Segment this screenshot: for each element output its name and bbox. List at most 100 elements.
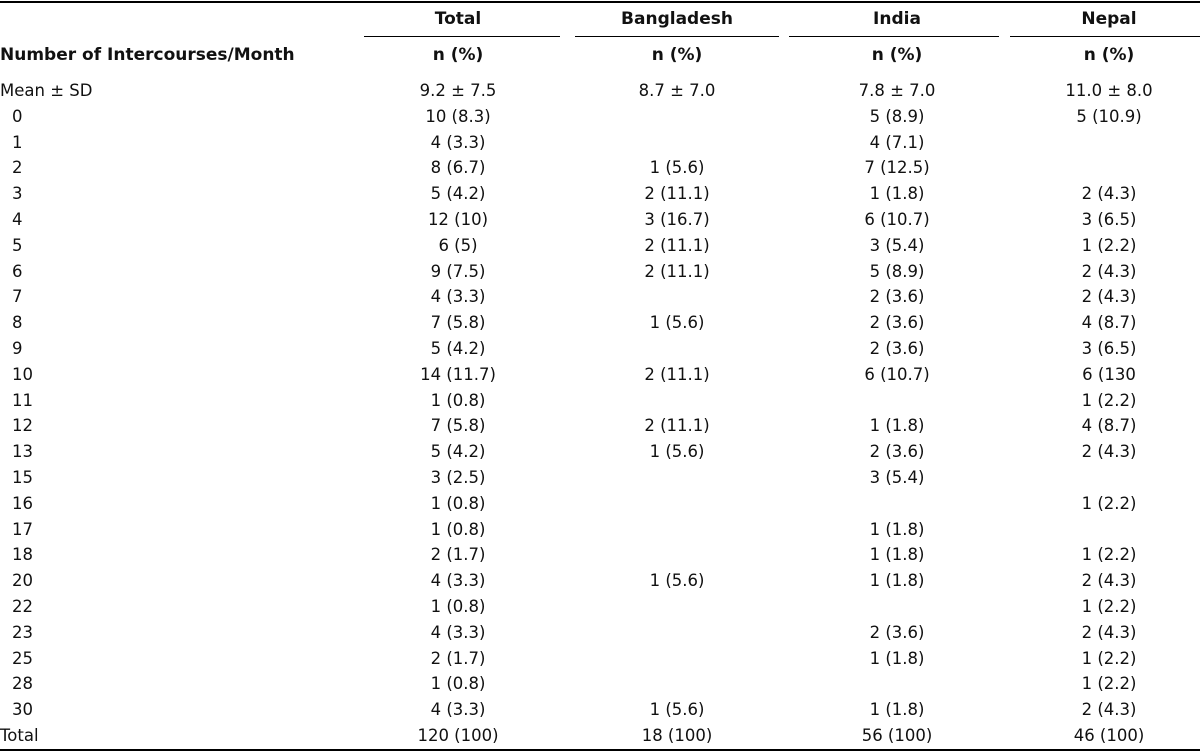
table-cell: 12 (10) [427, 210, 489, 229]
col-header-nepal: Nepal [1081, 9, 1137, 29]
table-cell: 4 (8.7) [1081, 313, 1137, 332]
table-cell: 1 (5.6) [649, 700, 705, 719]
row-label: 12 [12, 416, 33, 435]
col-underline-india [789, 36, 999, 37]
col-subheader-bangladesh: n (%) [651, 45, 703, 65]
table-cell: 4 (3.3) [430, 287, 486, 306]
table-cell: 1 (1.8) [869, 649, 925, 668]
table-cell: 10 (8.3) [425, 107, 491, 126]
table-cell: 46 (100) [1073, 726, 1145, 745]
row-label: 9 [12, 339, 23, 358]
col-subheader-india: n (%) [871, 45, 923, 65]
table-cell: 2 (4.3) [1081, 700, 1137, 719]
table-bottom-rule [0, 749, 1200, 751]
table-cell: 1 (2.2) [1081, 545, 1137, 564]
table-cell: 3 (5.4) [869, 236, 925, 255]
row-label: Mean ± SD [0, 81, 93, 100]
row-label: 5 [12, 236, 23, 255]
row-label: Total [0, 726, 39, 745]
row-label: 23 [12, 623, 33, 642]
col-subheader-total: n (%) [432, 45, 484, 65]
table-cell: 6 (5) [438, 236, 478, 255]
table-cell: 1 (5.6) [649, 571, 705, 590]
table-cell: 8.7 ± 7.0 [638, 81, 716, 100]
table-cell: 1 (2.2) [1081, 236, 1137, 255]
table-cell: 2 (11.1) [644, 184, 710, 203]
row-label: 13 [12, 442, 33, 461]
table-cell: 18 (100) [641, 726, 713, 745]
table-cell: 3 (16.7) [644, 210, 710, 229]
table-cell: 1 (2.2) [1081, 649, 1137, 668]
table-cell: 56 (100) [861, 726, 933, 745]
table-cell: 1 (0.8) [430, 391, 486, 410]
table-cell: 1 (2.2) [1081, 391, 1137, 410]
table-cell: 5 (4.2) [430, 442, 486, 461]
table-cell: 1 (5.6) [649, 313, 705, 332]
col-underline-nepal [1010, 36, 1200, 37]
col-header-total: Total [434, 9, 482, 29]
col-header-india: India [873, 9, 921, 29]
row-label: 25 [12, 649, 33, 668]
table-cell: 3 (6.5) [1081, 339, 1137, 358]
row-label: 8 [12, 313, 23, 332]
table-cell: 1 (2.2) [1081, 494, 1137, 513]
table-cell: 2 (1.7) [430, 649, 486, 668]
row-label: 15 [12, 468, 33, 487]
row-label: 1 [12, 133, 23, 152]
row-label: 11 [12, 391, 33, 410]
table-cell: 4 (3.3) [430, 623, 486, 642]
table-cell: 14 (11.7) [420, 365, 496, 384]
table-cell: 2 (3.6) [869, 339, 925, 358]
table-cell: 4 (3.3) [430, 571, 486, 590]
table-cell: 2 (1.7) [430, 545, 486, 564]
table-cell: 5 (10.9) [1076, 107, 1142, 126]
row-label: 10 [12, 365, 33, 384]
table-cell: 3 (6.5) [1081, 210, 1137, 229]
table-cell: 7 (5.8) [430, 313, 486, 332]
col-subheader-nepal: n (%) [1083, 45, 1135, 65]
table-cell: 1 (1.8) [869, 700, 925, 719]
table-cell: 3 (2.5) [430, 468, 486, 487]
table-cell: 2 (11.1) [644, 365, 710, 384]
table-cell: 1 (0.8) [430, 674, 486, 693]
table-cell: 7 (5.8) [430, 416, 486, 435]
col-underline-total [364, 36, 560, 37]
table-cell: 1 (1.8) [869, 184, 925, 203]
row-label: 3 [12, 184, 23, 203]
table-cell: 1 (2.2) [1081, 597, 1137, 616]
table-cell: 2 (11.1) [644, 262, 710, 281]
table-cell: 1 (2.2) [1081, 674, 1137, 693]
table-cell: 11.0 ± 8.0 [1065, 81, 1153, 100]
table-cell: 2 (4.3) [1081, 262, 1137, 281]
table-cell: 6 (10.7) [864, 365, 930, 384]
table-cell: 5 (4.2) [430, 339, 486, 358]
row-label: 20 [12, 571, 33, 590]
table-cell: 2 (11.1) [644, 416, 710, 435]
table-cell: 1 (0.8) [430, 520, 486, 539]
table-cell: 2 (4.3) [1081, 623, 1137, 642]
table-cell: 1 (1.8) [869, 571, 925, 590]
col-header-bangladesh: Bangladesh [621, 9, 733, 29]
table-cell: 1 (5.6) [649, 442, 705, 461]
table-cell: 4 (8.7) [1081, 416, 1137, 435]
table-cell: 2 (4.3) [1081, 184, 1137, 203]
row-label: 22 [12, 597, 33, 616]
table-cell: 1 (0.8) [430, 597, 486, 616]
row-label: 18 [12, 545, 33, 564]
table-top-rule [0, 1, 1200, 3]
table-cell: 5 (8.9) [869, 262, 925, 281]
row-label: 17 [12, 520, 33, 539]
table-cell: 2 (11.1) [644, 236, 710, 255]
table-cell: 2 (4.3) [1081, 442, 1137, 461]
table-cell: 9 (7.5) [430, 262, 486, 281]
row-label: 30 [12, 700, 33, 719]
table-cell: 7 (12.5) [864, 158, 930, 177]
table-cell: 3 (5.4) [869, 468, 925, 487]
table-cell: 2 (3.6) [869, 287, 925, 306]
stub-header: Number of Intercourses/Month [0, 45, 295, 65]
table-cell: 1 (1.8) [869, 416, 925, 435]
table-cell: 5 (4.2) [430, 184, 486, 203]
table-cell: 8 (6.7) [430, 158, 486, 177]
table-cell: 6 (10.7) [864, 210, 930, 229]
table-cell: 7.8 ± 7.0 [858, 81, 936, 100]
